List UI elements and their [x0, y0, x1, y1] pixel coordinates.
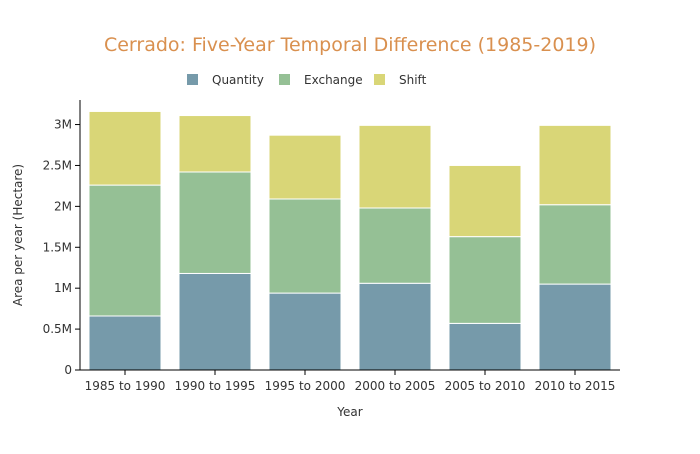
bar-quantity-4[interactable] [448, 322, 522, 371]
x-tick-label-2: 1995 to 2000 [265, 379, 346, 393]
legend-label-exchange[interactable]: Exchange [304, 73, 363, 87]
bar-quantity-0[interactable] [88, 315, 162, 371]
legend: Quantity Exchange Shift [187, 73, 427, 87]
legend-label-quantity[interactable]: Quantity [212, 73, 264, 87]
bar-quantity-3[interactable] [358, 282, 432, 371]
bar-shift-4[interactable] [448, 164, 522, 238]
bar-shift-3[interactable] [358, 124, 432, 209]
bar-exchange-1[interactable] [178, 171, 252, 274]
x-axis: 1985 to 1990 1990 to 1995 1995 to 2000 2000… [80, 369, 620, 393]
legend-swatch-quantity[interactable] [187, 74, 198, 85]
y-tick-label-6: 3M [54, 118, 72, 132]
bar-shift-1[interactable] [178, 115, 252, 173]
y-tick-label-2: 1M [54, 281, 72, 295]
bar-shift-0[interactable] [88, 110, 162, 186]
bar-exchange-4[interactable] [448, 236, 522, 324]
legend-label-shift[interactable]: Shift [399, 73, 427, 87]
y-axis: 0 0.5M 1M 1.5M 2M 2.5M 3M [43, 100, 81, 377]
y-axis-label: Area per year (Hectare) [11, 164, 25, 306]
bar-exchange-5[interactable] [538, 204, 612, 285]
bar-shift-5[interactable] [538, 124, 612, 206]
x-tick-label-5: 2010 to 2015 [535, 379, 616, 393]
x-tick-label-3: 2000 to 2005 [355, 379, 436, 393]
bars-group [88, 110, 612, 371]
bar-quantity-2[interactable] [268, 292, 342, 371]
y-tick-label-0: 0 [64, 363, 72, 377]
bar-quantity-5[interactable] [538, 283, 612, 371]
legend-swatch-shift[interactable] [374, 74, 385, 85]
bar-exchange-2[interactable] [268, 198, 342, 294]
x-axis-label: Year [336, 405, 362, 419]
y-tick-label-5: 2.5M [43, 158, 72, 172]
bar-exchange-3[interactable] [358, 207, 432, 284]
y-tick-label-4: 2M [54, 199, 72, 213]
legend-swatch-exchange[interactable] [279, 74, 290, 85]
y-tick-label-1: 0.5M [43, 322, 72, 336]
chart-title: Cerrado: Five-Year Temporal Difference (… [104, 34, 596, 56]
bar-quantity-1[interactable] [178, 272, 252, 371]
x-tick-label-0: 1985 to 1990 [85, 379, 166, 393]
bar-exchange-0[interactable] [88, 184, 162, 317]
y-tick-label-3: 1.5M [43, 240, 72, 254]
bar-shift-2[interactable] [268, 134, 342, 200]
x-tick-label-4: 2005 to 2010 [445, 379, 526, 393]
x-tick-label-1: 1990 to 1995 [175, 379, 256, 393]
